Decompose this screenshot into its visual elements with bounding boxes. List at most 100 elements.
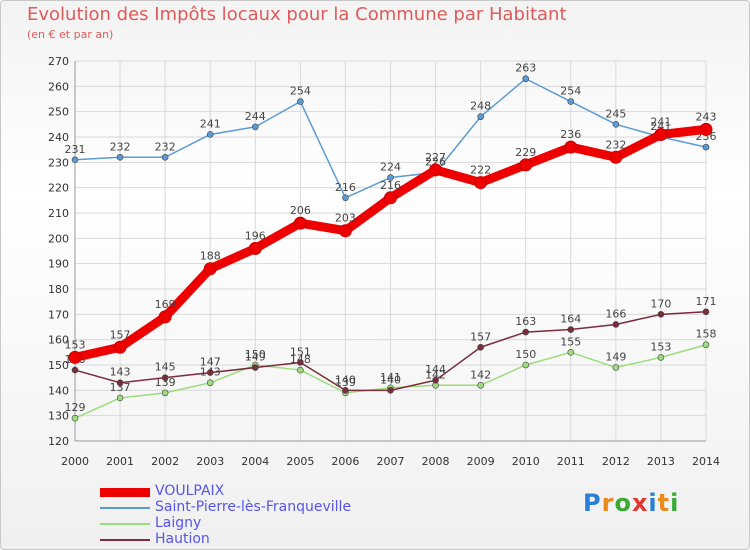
data-point-laigny xyxy=(206,379,214,387)
y-tick-label: 220 xyxy=(48,182,69,195)
data-point-voulpaix xyxy=(564,140,578,154)
data-point-saint-pierre-l-s-franqueville xyxy=(206,131,214,138)
data-label-voulpaix: 232 xyxy=(605,138,626,151)
data-label-haution: 151 xyxy=(290,345,311,358)
data-label-voulpaix: 241 xyxy=(650,115,671,128)
data-point-voulpaix xyxy=(248,241,262,255)
data-label-laigny: 142 xyxy=(470,368,491,381)
x-tick-label: 2004 xyxy=(241,455,269,468)
legend-swatch-haution xyxy=(100,539,150,541)
data-label-laigny: 155 xyxy=(560,335,581,348)
data-label-saint-pierre-l-s-franqueville: 263 xyxy=(515,62,536,75)
data-point-haution xyxy=(161,374,169,381)
y-tick-label: 270 xyxy=(48,55,69,68)
y-tick-label: 150 xyxy=(48,359,69,372)
data-label-laigny: 141 xyxy=(380,371,401,384)
data-label-haution: 149 xyxy=(245,351,266,364)
x-tick-label: 2014 xyxy=(692,455,720,468)
y-tick-label: 250 xyxy=(48,106,69,119)
data-point-saint-pierre-l-s-franqueville xyxy=(161,153,169,161)
data-label-saint-pierre-l-s-franqueville: 231 xyxy=(65,143,86,156)
y-tick-label: 260 xyxy=(48,80,69,93)
data-point-laigny xyxy=(477,381,484,389)
data-label-saint-pierre-l-s-franqueville: 248 xyxy=(470,100,491,113)
data-label-saint-pierre-l-s-franqueville: 241 xyxy=(200,117,221,130)
legend-item-voulpaix: VOULPAIX xyxy=(100,483,400,500)
y-tick-label: 210 xyxy=(48,207,69,220)
data-point-laigny xyxy=(612,364,620,371)
x-tick-label: 2000 xyxy=(61,455,89,468)
data-point-saint-pierre-l-s-franqueville xyxy=(71,156,79,164)
data-point-laigny xyxy=(657,354,665,361)
legend-label-voulpaix: VOULPAIX xyxy=(155,483,225,499)
y-tick-label: 130 xyxy=(48,410,69,423)
data-point-saint-pierre-l-s-franqueville xyxy=(342,194,349,202)
data-label-laigny: 139 xyxy=(335,376,356,389)
data-label-haution: 157 xyxy=(470,330,491,343)
data-label-voulpaix: 216 xyxy=(380,179,401,192)
data-label-voulpaix: 157 xyxy=(110,328,131,341)
data-point-voulpaix xyxy=(384,191,397,205)
data-point-voulpaix xyxy=(609,150,623,164)
data-point-haution xyxy=(387,387,394,394)
data-point-haution xyxy=(297,359,304,366)
data-point-haution xyxy=(251,364,259,371)
data-point-voulpaix xyxy=(113,340,127,354)
data-label-voulpaix: 236 xyxy=(560,128,581,141)
proxiti-logo: Proxiti xyxy=(583,489,680,517)
data-point-laigny xyxy=(702,341,710,349)
data-label-laigny: 150 xyxy=(245,348,266,361)
data-label-haution: 164 xyxy=(560,313,581,326)
data-label-laigny: 139 xyxy=(155,376,176,389)
data-label-haution: 163 xyxy=(515,315,536,328)
data-point-saint-pierre-l-s-franqueville xyxy=(567,98,575,105)
data-label-saint-pierre-l-s-franqueville: 232 xyxy=(155,140,176,153)
data-label-voulpaix: 196 xyxy=(245,229,266,242)
data-label-saint-pierre-l-s-franqueville: 232 xyxy=(110,140,131,153)
legend-label-saint-pierre: Saint-Pierre-lès-Franqueville xyxy=(155,499,352,515)
data-point-voulpaix xyxy=(68,350,82,364)
data-point-haution xyxy=(71,366,79,374)
data-point-haution xyxy=(522,328,530,336)
data-point-haution xyxy=(612,321,620,328)
data-point-laigny xyxy=(567,349,575,356)
data-label-saint-pierre-l-s-franqueville: 254 xyxy=(560,85,581,98)
y-tick-label: 160 xyxy=(48,334,69,347)
data-label-saint-pierre-l-s-franqueville: 245 xyxy=(605,107,626,120)
data-point-voulpaix xyxy=(474,176,488,190)
data-label-voulpaix: 203 xyxy=(335,212,356,225)
x-tick-label: 2006 xyxy=(331,455,359,468)
data-point-voulpaix xyxy=(203,262,217,276)
data-point-haution xyxy=(702,308,710,316)
legend-swatch-saint-pierre xyxy=(100,507,150,509)
data-point-laigny xyxy=(116,394,124,402)
data-point-saint-pierre-l-s-franqueville xyxy=(387,174,394,181)
data-label-haution: 170 xyxy=(650,297,671,310)
legend-swatch-laigny xyxy=(100,523,150,525)
chart-title: Evolution des Impôts locaux pour la Comm… xyxy=(27,4,567,25)
data-label-haution: 147 xyxy=(200,356,221,369)
legend-label-haution: Haution xyxy=(155,531,210,547)
data-point-haution xyxy=(116,379,124,387)
data-label-saint-pierre-l-s-franqueville: 244 xyxy=(245,110,266,123)
data-label-haution: 143 xyxy=(110,366,131,379)
data-label-haution: 144 xyxy=(425,363,446,376)
data-label-voulpaix: 243 xyxy=(696,110,717,123)
data-label-laigny: 150 xyxy=(515,348,536,361)
x-tick-label: 2012 xyxy=(602,455,630,468)
data-label-saint-pierre-l-s-franqueville: 216 xyxy=(335,181,356,194)
x-tick-label: 2013 xyxy=(647,455,675,468)
data-label-voulpaix: 153 xyxy=(65,338,86,351)
legend-item-laigny: Laigny xyxy=(100,515,400,532)
x-tick-label: 2008 xyxy=(422,455,450,468)
data-point-saint-pierre-l-s-franqueville xyxy=(251,123,259,131)
y-tick-label: 170 xyxy=(48,308,69,321)
x-tick-label: 2007 xyxy=(377,455,405,468)
y-tick-label: 230 xyxy=(48,156,69,169)
data-point-saint-pierre-l-s-franqueville xyxy=(297,98,304,105)
data-point-voulpaix xyxy=(158,310,172,324)
data-label-laigny: 153 xyxy=(650,340,671,353)
data-label-laigny: 158 xyxy=(696,328,717,341)
data-point-voulpaix xyxy=(293,216,307,230)
